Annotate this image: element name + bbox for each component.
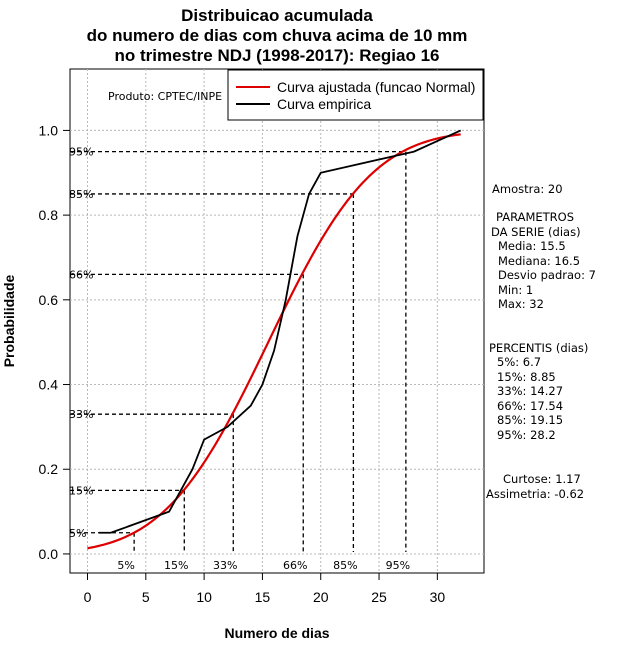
percentile-5: 5%: 6.7 bbox=[497, 355, 541, 369]
percentile-label-y: 66% bbox=[69, 268, 93, 281]
chart-title-line-3: no trimestre NDJ (1998-2017): Regiao 16 bbox=[114, 46, 439, 65]
percentile-label-x: 33% bbox=[213, 559, 237, 572]
percentile-label-y: 95% bbox=[69, 146, 93, 159]
percentile-label-x: 85% bbox=[333, 559, 357, 572]
grid-layer bbox=[70, 69, 484, 573]
chart-title-line-1: Distribuicao acumulada bbox=[181, 6, 373, 25]
x-tick-label: 30 bbox=[430, 589, 446, 605]
statistics-panel: Amostra: 20 PARAMETROS DA SERIE (dias) M… bbox=[486, 182, 596, 501]
legend-label-empirical: Curva empirica bbox=[277, 96, 371, 112]
y-tick-label: 0.8 bbox=[39, 207, 59, 223]
percentile-label-x: 95% bbox=[386, 559, 410, 572]
legend-label-fitted: Curva ajustada (funcao Normal) bbox=[277, 79, 475, 95]
y-tick-label: 0.2 bbox=[39, 461, 59, 477]
y-tick-label: 0.0 bbox=[39, 546, 59, 562]
stat-max: Max: 32 bbox=[498, 297, 544, 311]
percentile-66: 66%: 17.54 bbox=[497, 399, 563, 413]
plot-frame bbox=[69, 68, 485, 574]
percentile-label-y: 15% bbox=[69, 484, 93, 497]
x-tick-label: 25 bbox=[371, 589, 387, 605]
percentile-85: 85%: 19.15 bbox=[497, 413, 563, 427]
series-layer bbox=[87, 129, 462, 550]
percentile-95: 95%: 28.2 bbox=[497, 428, 556, 442]
empirical-curve bbox=[99, 129, 462, 534]
percentiles-heading: PERCENTIS (dias) bbox=[489, 341, 588, 355]
x-tick-label: 0 bbox=[84, 589, 92, 605]
percentile-label-y: 85% bbox=[69, 188, 93, 201]
legend: Curva ajustada (funcao Normal) Curva emp… bbox=[227, 69, 484, 121]
y-tick-label: 0.4 bbox=[39, 377, 59, 393]
percentile-label-y: 33% bbox=[69, 408, 93, 421]
stat-min: Min: 1 bbox=[498, 283, 533, 297]
x-axis-title: Numero de dias bbox=[224, 625, 329, 641]
stat-kurtosis: Curtose: 1.17 bbox=[503, 472, 581, 486]
stat-median: Mediana: 16.5 bbox=[498, 254, 580, 268]
percentile-label-x: 66% bbox=[283, 559, 307, 572]
legend-box bbox=[227, 69, 484, 121]
product-label: Produto: CPTEC/INPE bbox=[108, 90, 222, 103]
chart-title-line-2: do numero de dias com chuva acima de 10 … bbox=[87, 26, 468, 45]
percentile-guides-layer: 5% 5% 15% 15% 33% 33% 66% 66% 85% 85% 95% 95% bbox=[69, 146, 410, 572]
x-tick-label: 5 bbox=[142, 589, 150, 605]
percentile-33: 33%: 14.27 bbox=[497, 384, 563, 398]
percentile-label-x: 15% bbox=[164, 559, 188, 572]
params-heading: PARAMETROS bbox=[496, 210, 574, 224]
percentile-label-x: 5% bbox=[117, 559, 134, 572]
y-tick-label: 0.6 bbox=[39, 292, 59, 308]
stat-skewness: Assimetria: -0.62 bbox=[486, 487, 584, 501]
axes-layer: 0 5 10 15 20 25 30 0.0 0.2 0.4 0.6 0.8 1.0 bbox=[39, 122, 446, 605]
y-axis-title: Probabilidade bbox=[1, 275, 17, 368]
percentile-15: 15%: 8.85 bbox=[497, 370, 556, 384]
x-tick-label: 10 bbox=[196, 589, 212, 605]
fitted-normal-curve bbox=[87, 133, 461, 550]
percentile-label-y: 5% bbox=[69, 527, 86, 540]
x-tick-label: 20 bbox=[313, 589, 329, 605]
sample-size: Amostra: 20 bbox=[492, 182, 563, 196]
x-tick-label: 15 bbox=[255, 589, 271, 605]
y-tick-label: 1.0 bbox=[39, 122, 59, 138]
stat-mean: Media: 15.5 bbox=[498, 239, 566, 253]
params-subheading: DA SERIE (dias) bbox=[491, 225, 581, 239]
stat-sd: Desvio padrao: 7 bbox=[498, 268, 596, 282]
